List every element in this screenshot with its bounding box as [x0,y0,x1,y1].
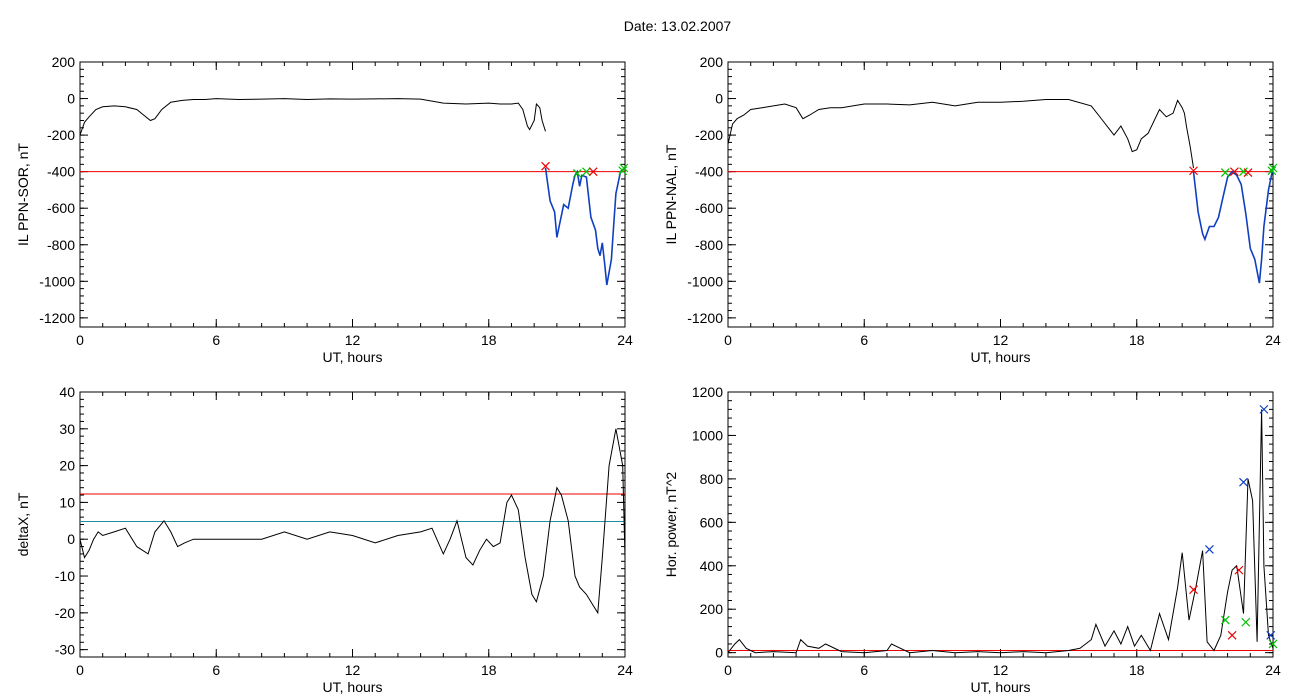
y-tick-label: -400 [695,164,723,180]
y-tick-label: -600 [47,200,75,216]
x-tick-label: 6 [860,662,868,678]
x-axis-label: UT, hours [323,349,383,365]
plot-frame [79,391,626,658]
panel-bottom-left: 0 6 12 18 24 40 30 20 10 0 -10 -20 -30 UT, hours delta… [15,384,633,695]
y-tick-label: 600 [700,514,724,530]
x-marker [572,169,582,178]
y-tick-label: -20 [55,605,75,621]
y-tick-label: -1200 [687,310,723,326]
x-tick-label: 24 [617,332,633,348]
y-tick-label: 1000 [692,427,723,443]
x-axis-label: UT, hours [323,679,383,695]
y-tick-label: 40 [59,384,75,400]
x-tick-label: 6 [212,662,220,678]
x-tick-label: 18 [1129,332,1145,348]
y-tick-label: 0 [715,91,723,107]
y-tick-label: -1200 [39,310,75,326]
y-tick-label: 20 [59,458,75,474]
x-marker [1234,565,1244,575]
x-axis-label: UT, hours [971,349,1031,365]
y-axis-label: IL PPN-NAL, nT [663,144,679,244]
x-marker [1259,404,1269,414]
x-tick-label: 24 [1265,662,1281,678]
x-tick-label: 12 [993,662,1009,678]
y-tick-label: 0 [67,531,75,547]
plot-frame [79,61,626,328]
x-tick-label: 24 [617,662,633,678]
x-tick-label: 18 [1129,662,1145,678]
y-axis-label: deltaX, nT [15,492,31,556]
panel-top-left: 0 6 12 18 24 200 0 -200 -400 -600 -800 -1000 -1200 UT… [15,54,633,365]
series-line [79,428,626,615]
x-tick-label: 6 [212,332,220,348]
y-tick-label: 200 [700,54,724,70]
y-tick-label: 800 [700,471,724,487]
y-tick-label: 400 [700,558,724,574]
x-marker [619,163,629,173]
y-tick-label: -800 [47,237,75,253]
x-axis-label: UT, hours [971,679,1031,695]
y-axis-label: IL PPN-SOR, nT [15,143,31,246]
series-line [727,99,1194,169]
x-marker [1243,168,1253,177]
series-line [79,98,546,136]
x-marker [1220,615,1230,625]
y-tick-label: 0 [67,91,75,107]
y-tick-label: -200 [47,127,75,143]
x-marker [1229,167,1239,177]
x-tick-label: 0 [724,662,732,678]
x-tick-label: 12 [993,332,1009,348]
x-tick-label: 18 [481,662,497,678]
y-tick-label: -30 [55,642,75,658]
x-marker [1241,617,1251,627]
plot-frame [727,391,1274,658]
page-title: Date: 13.02.2007 [623,18,732,34]
series-line [1192,167,1274,284]
y-tick-label: -1000 [687,273,723,289]
x-marker [1220,168,1230,177]
x-marker [1239,477,1248,487]
x-marker [1227,630,1237,640]
series-line [544,167,626,286]
series-line [727,409,1274,654]
y-tick-label: 10 [59,494,75,510]
x-tick-label: 12 [345,662,361,678]
x-tick-label: 0 [724,332,732,348]
x-tick-label: 24 [1265,332,1281,348]
y-tick-label: 0 [715,645,723,661]
x-tick-label: 0 [76,332,84,348]
y-axis-label: Hor. power, nT^2 [663,472,679,578]
x-tick-label: 12 [345,332,361,348]
y-tick-label: 30 [59,421,75,437]
x-marker [618,166,628,176]
x-marker [1268,163,1278,173]
y-tick-label: -1000 [39,273,75,289]
y-tick-label: -200 [695,127,723,143]
x-marker [1268,639,1278,649]
x-marker [1266,630,1276,640]
y-tick-label: -800 [695,237,723,253]
panel-top-right: 0 6 12 18 24 200 0 -200 -400 -600 -800 -1000 -1200 UT… [663,54,1281,365]
x-marker [541,161,550,171]
y-tick-label: 1200 [692,384,723,400]
y-tick-label: 200 [52,54,76,70]
x-marker [1204,545,1214,554]
x-marker [1267,166,1277,176]
x-marker [581,167,591,177]
x-marker [1189,585,1198,595]
x-marker [1189,166,1198,176]
x-marker [588,167,598,177]
x-tick-label: 18 [481,332,497,348]
y-tick-label: 200 [700,601,724,617]
x-tick-label: 6 [860,332,868,348]
panel-bottom-right: 0 6 12 18 24 1200 1000 800 600 400 200 0 UT, hours Ho… [663,384,1281,695]
x-tick-label: 0 [76,662,84,678]
y-tick-label: -400 [47,164,75,180]
y-tick-label: -600 [695,200,723,216]
y-tick-label: -10 [55,568,75,584]
